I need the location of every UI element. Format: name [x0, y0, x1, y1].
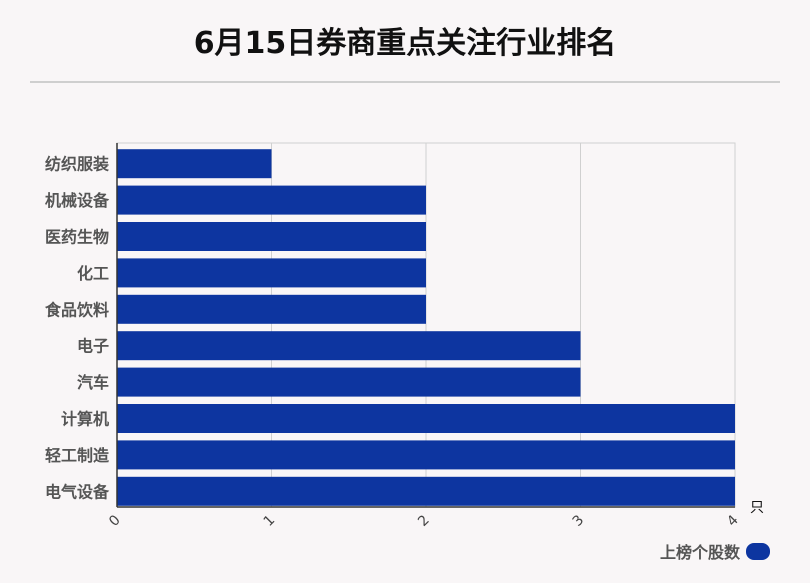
legend-label: 上榜个股数 [659, 543, 740, 562]
category-label-3: 化工 [77, 264, 109, 283]
category-label-5: 电子 [77, 337, 109, 356]
x-tick-label-0: 0 [106, 512, 124, 530]
bar-3 [117, 258, 426, 288]
bar-6 [117, 367, 581, 397]
category-label-4: 食品饮料 [44, 300, 109, 319]
category-label-2: 医药生物 [45, 228, 109, 247]
x-tick-label-3: 3 [570, 512, 588, 530]
bar-5 [117, 331, 581, 361]
bar-8 [117, 440, 735, 470]
title-divider [30, 81, 780, 83]
category-label-6: 汽车 [77, 373, 109, 392]
legend[interactable]: 上榜个股数 [660, 540, 770, 562]
bar-4 [117, 294, 426, 324]
x-tick-label-4: 4 [724, 512, 742, 530]
bar-2 [117, 222, 426, 251]
x-tick-label-1: 1 [261, 512, 279, 530]
bar-7 [117, 404, 735, 433]
bar-9 [117, 476, 735, 506]
legend-swatch [746, 542, 770, 560]
bar-1 [117, 185, 426, 215]
category-label-0: 纺织服装 [45, 155, 109, 174]
category-label-1: 机械设备 [45, 191, 110, 210]
chart-title: 6月15日券商重点关注行业排名 [193, 26, 617, 61]
category-label-7: 计算机 [61, 410, 109, 429]
category-label-9: 电气设备 [45, 482, 110, 501]
x-axis-unit: 只 [750, 500, 764, 516]
category-label-8: 轻工制造 [45, 446, 110, 465]
bar-0 [117, 149, 272, 179]
x-tick-label-2: 2 [415, 512, 433, 530]
